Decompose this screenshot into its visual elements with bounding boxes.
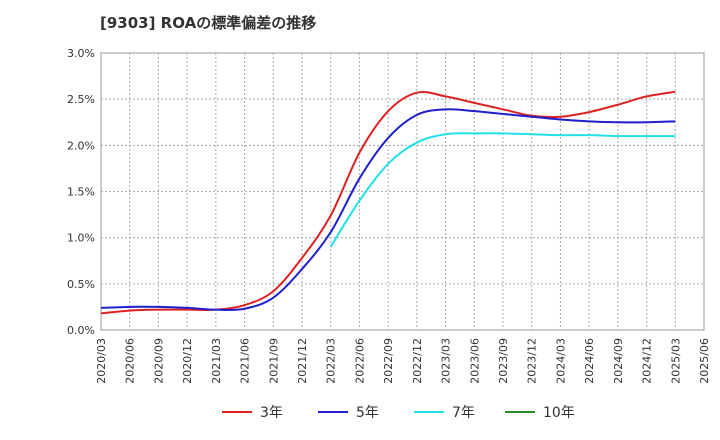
y-tick-label: 0.5%	[67, 278, 95, 291]
x-tick-label: 2022/03	[325, 338, 338, 384]
chart-title: [9303] ROAの標準偏差の推移	[100, 14, 317, 32]
y-tick-label: 2.5%	[67, 93, 95, 106]
y-tick-label: 3.0%	[67, 47, 95, 60]
x-tick-label: 2020/12	[181, 338, 194, 384]
x-tick-label: 2023/12	[526, 338, 539, 384]
y-tick-label: 0.0%	[67, 324, 95, 337]
x-tick-label: 2023/03	[440, 338, 453, 384]
legend-label: 7年	[452, 405, 475, 421]
x-tick-label: 2024/12	[641, 338, 654, 384]
x-tick-label: 2022/06	[353, 338, 366, 384]
y-tick-label: 1.5%	[67, 186, 95, 199]
y-tick-label: 1.0%	[67, 232, 95, 245]
x-tick-label: 2024/09	[612, 338, 625, 384]
x-tick-label: 2023/09	[497, 338, 510, 384]
legend-label: 3年	[260, 405, 283, 421]
x-tick-label: 2021/12	[296, 338, 309, 384]
x-tick-label: 2021/03	[210, 338, 223, 384]
x-tick-label: 2020/03	[95, 338, 108, 384]
series-line-1	[100, 90, 676, 315]
x-tick-label: 2020/06	[124, 338, 137, 384]
series-line-2	[100, 108, 676, 312]
x-tick-label: 2023/06	[468, 338, 481, 384]
series-line-3	[329, 132, 676, 248]
x-axis: 2020/03 2020/06 2020/09 2020/12 2021/03 2021/…	[95, 338, 711, 384]
x-tick-label: 2021/06	[239, 338, 252, 384]
x-tick-label: 2022/12	[411, 338, 424, 384]
x-tick-label: 2020/09	[152, 338, 165, 384]
series-lines	[100, 90, 676, 315]
legend-label: 5年	[356, 405, 379, 421]
x-tick-label: 2025/06	[698, 338, 711, 384]
legend-label: 10年	[543, 405, 575, 421]
legend: 3年 5年 7年 10年	[222, 405, 575, 421]
x-tick-label: 2024/03	[554, 338, 567, 384]
x-tick-label: 2021/09	[267, 338, 280, 384]
x-tick-label: 2022/09	[382, 338, 395, 384]
y-axis: 0.0% 0.5% 1.0% 1.5% 2.0% 2.5% 3.0%	[67, 47, 95, 337]
y-tick-label: 2.0%	[67, 139, 95, 152]
x-tick-label: 2025/03	[669, 338, 682, 384]
x-tick-label: 2024/06	[583, 338, 596, 384]
